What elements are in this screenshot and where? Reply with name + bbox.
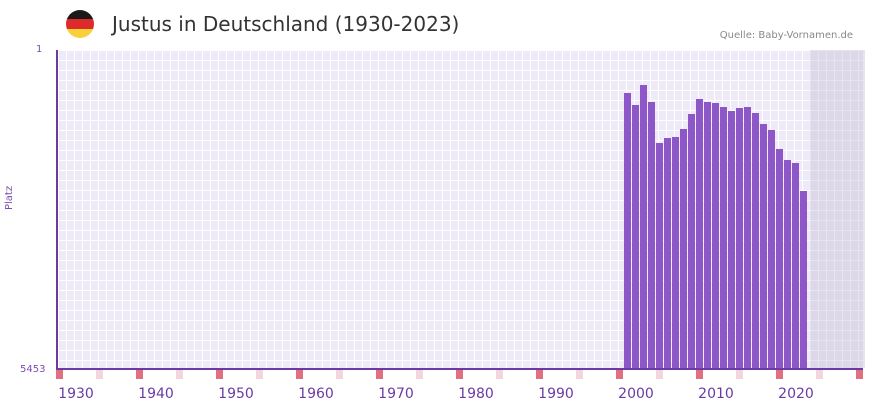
plot-area (56, 50, 865, 370)
bar (688, 113, 695, 368)
year-marker (136, 370, 143, 379)
bar (680, 129, 687, 368)
bar (648, 101, 655, 368)
year-marker (816, 370, 823, 379)
year-marker (736, 370, 743, 379)
decade-markers (56, 370, 863, 380)
y-axis-top-label: 1 (36, 44, 43, 55)
x-tick-label: 1960 (298, 386, 334, 402)
year-marker (656, 370, 663, 379)
y-axis-title: Platz (4, 185, 15, 210)
bar (776, 149, 783, 368)
x-tick-label: 1990 (538, 386, 574, 402)
bar (720, 106, 727, 368)
year-marker (416, 370, 423, 379)
year-marker (216, 370, 223, 379)
year-marker (336, 370, 343, 379)
bar (784, 160, 791, 368)
bar (632, 104, 639, 368)
year-marker (576, 370, 583, 379)
year-marker (96, 370, 103, 379)
future-region (810, 50, 865, 368)
x-tick-label: 1930 (58, 386, 94, 402)
bar (736, 107, 743, 368)
bar (792, 163, 799, 368)
year-marker (456, 370, 463, 379)
year-marker (296, 370, 303, 379)
bar (768, 130, 775, 368)
year-marker (256, 370, 263, 379)
x-tick-label: 2020 (778, 386, 814, 402)
year-marker (856, 370, 863, 379)
bar (640, 84, 647, 368)
x-tick-label: 2010 (698, 386, 734, 402)
year-marker (696, 370, 703, 379)
year-marker (176, 370, 183, 379)
bar (760, 124, 767, 368)
year-marker (536, 370, 543, 379)
bar (672, 137, 679, 368)
x-tick-label: 1950 (218, 386, 254, 402)
bar (664, 138, 671, 368)
bar (624, 92, 631, 368)
bar (752, 112, 759, 368)
year-marker (376, 370, 383, 379)
year-marker (616, 370, 623, 379)
source-label: Quelle: Baby-Vornamen.de (719, 30, 853, 41)
bar (744, 106, 751, 368)
chart-title: Justus in Deutschland (1930-2023) (112, 12, 460, 36)
bar (656, 143, 663, 368)
bar (704, 101, 711, 368)
x-tick-label: 1980 (458, 386, 494, 402)
bar (728, 110, 735, 368)
x-tick-label: 2000 (618, 386, 654, 402)
year-marker (496, 370, 503, 379)
year-marker (776, 370, 783, 379)
x-tick-label: 1970 (378, 386, 414, 402)
bar (696, 98, 703, 368)
germany-flag-icon (66, 10, 94, 38)
bar (712, 102, 719, 368)
y-axis-bottom-label: 5453 (20, 364, 46, 375)
bar (800, 190, 807, 368)
x-tick-label: 1940 (138, 386, 174, 402)
year-marker (56, 370, 63, 379)
